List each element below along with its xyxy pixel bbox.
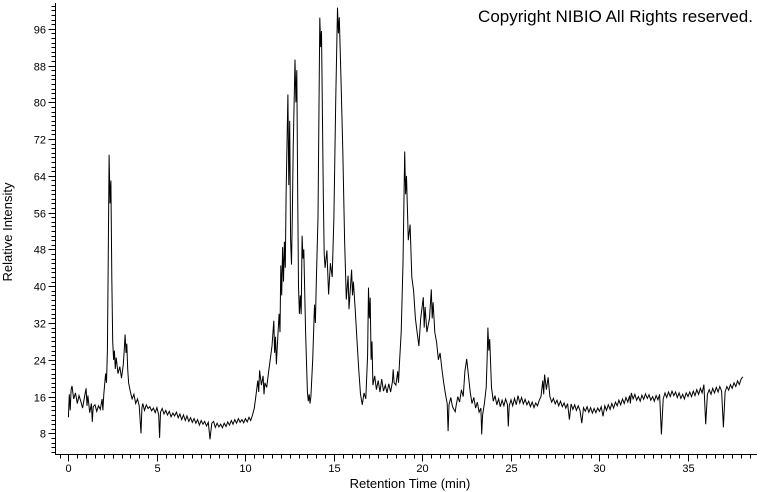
- x-tick-label: 20: [416, 463, 428, 475]
- x-tick-label: 10: [239, 463, 251, 475]
- axis-lines: [55, 3, 757, 455]
- axis-ticks: 0 5 10 15 20 25 30 35 8 16 24 32 40 48 56 64 72 80 88 96: [34, 6, 751, 475]
- x-tick-label: 15: [328, 463, 340, 475]
- x-tick-label: 25: [505, 463, 517, 475]
- x-tick-label: 30: [593, 463, 605, 475]
- y-tick-label: 96: [34, 25, 46, 37]
- y-tick-label: 88: [34, 62, 46, 74]
- y-tick-label: 16: [34, 393, 46, 405]
- y-tick-label: 8: [40, 429, 46, 441]
- y-tick-label: 24: [34, 356, 46, 368]
- copyright-text: Copyright NIBIO All Rights reserved.: [478, 7, 753, 26]
- y-tick-label: 32: [34, 319, 46, 331]
- x-tick-label: 0: [65, 463, 71, 475]
- x-tick-label: 5: [154, 463, 160, 475]
- y-tick-label: 48: [34, 245, 46, 257]
- chromatogram-trace: [67, 7, 744, 440]
- x-axis-label: Retention Time (min): [350, 476, 471, 491]
- y-tick-label: 40: [34, 282, 46, 294]
- y-tick-label: 56: [34, 209, 46, 221]
- y-tick-label: 72: [34, 135, 46, 147]
- y-tick-label: 80: [34, 98, 46, 110]
- y-tick-label: 64: [34, 172, 46, 184]
- y-axis-label: Relative Intensity: [0, 182, 15, 281]
- x-tick-label: 35: [682, 463, 694, 475]
